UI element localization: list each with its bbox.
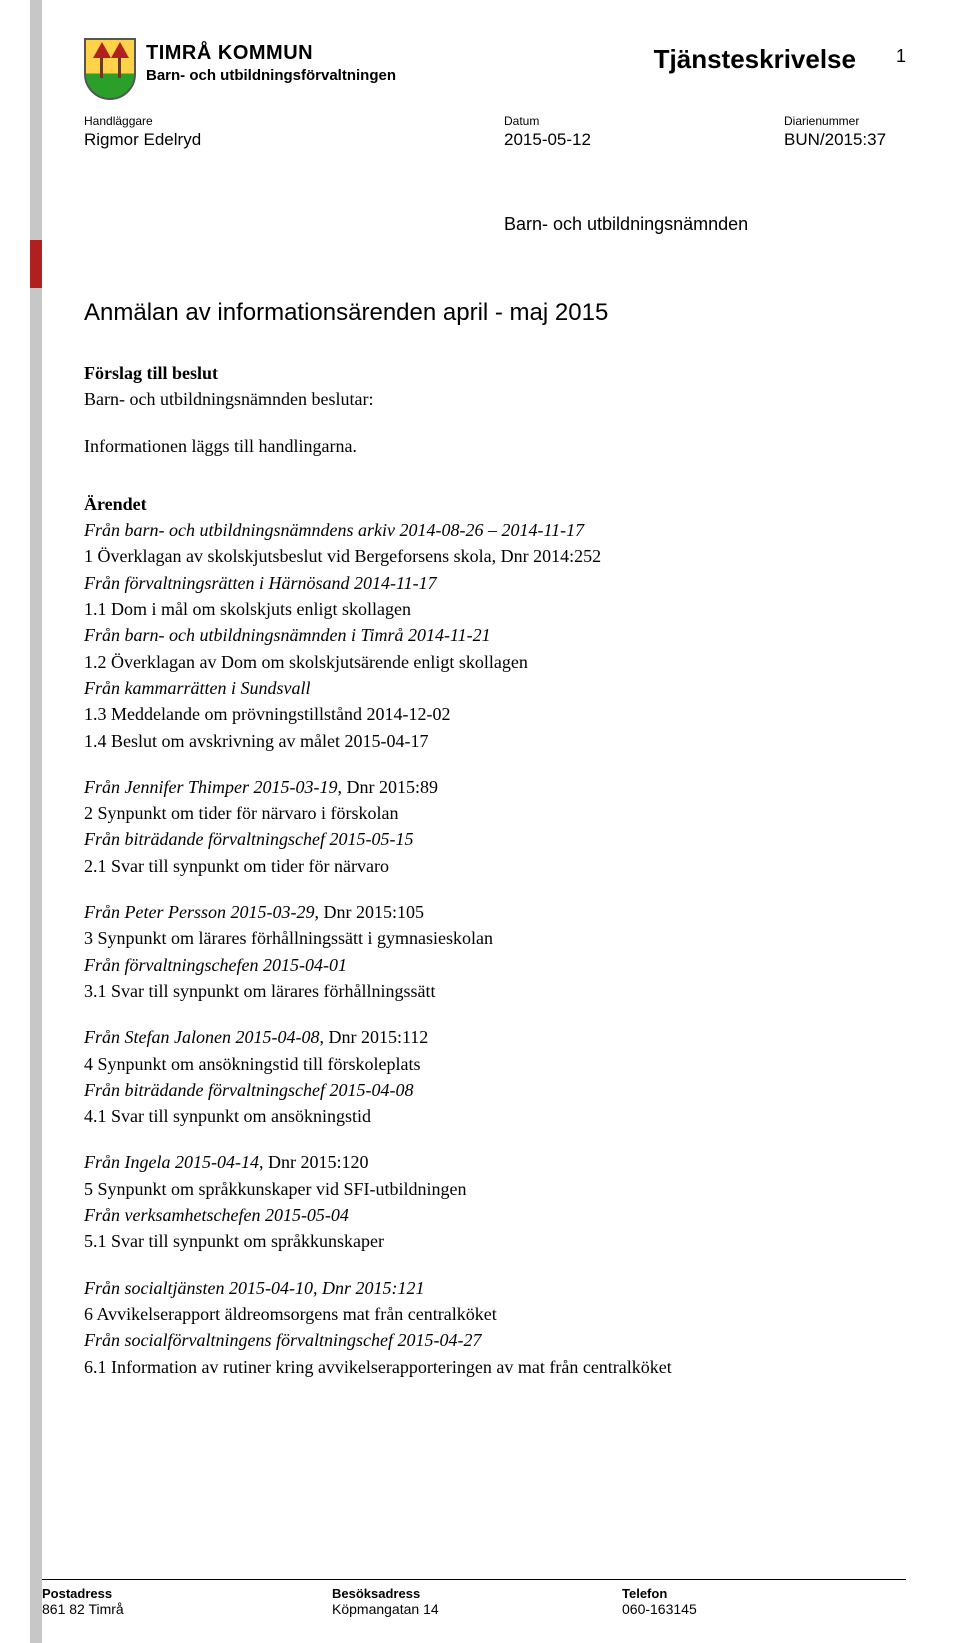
footer-phone-value: 060-163145 bbox=[622, 1601, 906, 1617]
matter-line: 6 Avvikelserapport äldreomsorgens mat fr… bbox=[84, 1302, 906, 1326]
footer-phone-label: Telefon bbox=[622, 1586, 906, 1601]
meta-diary-label: Diarienummer bbox=[784, 114, 906, 128]
org-logo-block: TIMRÅ KOMMUN Barn- och utbildningsförval… bbox=[84, 38, 396, 100]
matter-line: Från Ingela 2015-04-14, Dnr 2015:120 bbox=[84, 1150, 906, 1174]
matter-line: 3 Synpunkt om lärares förhållningssätt i… bbox=[84, 926, 906, 950]
proposal-line: Barn- och utbildningsnämnden beslutar: bbox=[84, 387, 906, 411]
matter-line: Från biträdande förvaltningschef 2015-04… bbox=[84, 1078, 906, 1102]
meta-row: Handläggare Rigmor Edelryd Datum 2015-05… bbox=[84, 114, 906, 150]
matter-group: Från Jennifer Thimper 2015-03-19, Dnr 20… bbox=[84, 775, 906, 878]
org-name: TIMRÅ KOMMUN bbox=[146, 42, 396, 65]
footer: Postadress 861 82 Timrå Besöksadress Köp… bbox=[42, 1579, 906, 1617]
matter-body: Från barn- och utbildningsnämndens arkiv… bbox=[84, 518, 906, 1379]
matter-line: 2 Synpunkt om tider för närvaro i försko… bbox=[84, 801, 906, 825]
matter-line: 1.4 Beslut om avskrivning av målet 2015-… bbox=[84, 729, 906, 753]
meta-date-value: 2015-05-12 bbox=[504, 130, 784, 150]
footer-phone: Telefon 060-163145 bbox=[622, 1586, 906, 1617]
sidebar-accent bbox=[30, 0, 42, 1643]
matter-line: 2.1 Svar till synpunkt om tider för närv… bbox=[84, 854, 906, 878]
footer-visit-value: Köpmangatan 14 bbox=[332, 1601, 622, 1617]
footer-visit: Besöksadress Köpmangatan 14 bbox=[332, 1586, 622, 1617]
matter-line: Från socialförvaltningens förvaltningsch… bbox=[84, 1328, 906, 1352]
meta-handler: Handläggare Rigmor Edelryd bbox=[84, 114, 504, 150]
footer-visit-label: Besöksadress bbox=[332, 1586, 622, 1601]
matter-group: Från Peter Persson 2015-03-29, Dnr 2015:… bbox=[84, 900, 906, 1003]
matter-line: 4.1 Svar till synpunkt om ansökningstid bbox=[84, 1104, 906, 1128]
page-content: TIMRÅ KOMMUN Barn- och utbildningsförval… bbox=[42, 0, 960, 1399]
matter-line: 1.1 Dom i mål om skolskjuts enligt skoll… bbox=[84, 597, 906, 621]
matter-line: 6.1 Information av rutiner kring avvikel… bbox=[84, 1355, 906, 1379]
matter-line: Från Peter Persson 2015-03-29, Dnr 2015:… bbox=[84, 900, 906, 924]
matter-group: Från Ingela 2015-04-14, Dnr 2015:120 5 Sy… bbox=[84, 1150, 906, 1253]
matter-group: Från barn- och utbildningsnämndens arkiv… bbox=[84, 518, 906, 753]
matter-line: Från kammarrätten i Sundsvall bbox=[84, 676, 906, 700]
matter-section: Ärendet Från barn- och utbildningsnämnde… bbox=[84, 492, 906, 1379]
matter-line: Från Stefan Jalonen 2015-04-08, Dnr 2015… bbox=[84, 1025, 906, 1049]
meta-handler-value: Rigmor Edelryd bbox=[84, 130, 504, 150]
footer-postal: Postadress 861 82 Timrå bbox=[42, 1586, 332, 1617]
matter-line: Från barn- och utbildningsnämndens arkiv… bbox=[84, 518, 906, 542]
header-row: TIMRÅ KOMMUN Barn- och utbildningsförval… bbox=[84, 38, 906, 100]
matter-line: 1 Överklagan av skolskjutsbeslut vid Ber… bbox=[84, 544, 906, 568]
matter-line: 5.1 Svar till synpunkt om språkkunskaper bbox=[84, 1229, 906, 1253]
page-title: Anmälan av informationsärenden april - m… bbox=[84, 299, 906, 327]
matter-line: Från Jennifer Thimper 2015-03-19, Dnr 20… bbox=[84, 775, 906, 799]
matter-group: Från Stefan Jalonen 2015-04-08, Dnr 2015… bbox=[84, 1025, 906, 1128]
matter-line: Från socialtjänsten 2015-04-10, Dnr 2015… bbox=[84, 1276, 906, 1300]
addressee: Barn- och utbildningsnämnden bbox=[504, 214, 906, 235]
meta-diary: Diarienummer BUN/2015:37 bbox=[784, 114, 906, 150]
meta-date-label: Datum bbox=[504, 114, 784, 128]
crest-icon bbox=[84, 38, 136, 100]
footer-postal-label: Postadress bbox=[42, 1586, 332, 1601]
matter-line: 1.3 Meddelande om prövningstillstånd 201… bbox=[84, 702, 906, 726]
matter-line: 4 Synpunkt om ansökningstid till förskol… bbox=[84, 1052, 906, 1076]
org-text: TIMRÅ KOMMUN Barn- och utbildningsförval… bbox=[146, 42, 396, 84]
matter-line: 1.2 Överklagan av Dom om skolskjutsärend… bbox=[84, 650, 906, 674]
matter-group: Från socialtjänsten 2015-04-10, Dnr 2015… bbox=[84, 1276, 906, 1379]
matter-line: 5 Synpunkt om språkkunskaper vid SFI-utb… bbox=[84, 1177, 906, 1201]
matter-line: Från förvaltningsrätten i Härnösand 2014… bbox=[84, 571, 906, 595]
matter-line: Från verksamhetschefen 2015-05-04 bbox=[84, 1203, 906, 1227]
page-number: 1 bbox=[896, 44, 906, 67]
org-dept: Barn- och utbildningsförvaltningen bbox=[146, 67, 396, 84]
meta-handler-label: Handläggare bbox=[84, 114, 504, 128]
matter-head: Ärendet bbox=[84, 492, 906, 516]
meta-diary-value: BUN/2015:37 bbox=[784, 130, 906, 150]
proposal-head: Förslag till beslut bbox=[84, 361, 906, 385]
meta-date: Datum 2015-05-12 bbox=[504, 114, 784, 150]
proposal-section: Förslag till beslut Barn- och utbildning… bbox=[84, 361, 906, 458]
matter-line: Från förvaltningschefen 2015-04-01 bbox=[84, 953, 906, 977]
footer-postal-value: 861 82 Timrå bbox=[42, 1601, 332, 1617]
proposal-line: Informationen läggs till handlingarna. bbox=[84, 434, 906, 458]
doc-type: Tjänsteskrivelse bbox=[654, 44, 856, 75]
matter-line: Från barn- och utbildningsnämnden i Timr… bbox=[84, 623, 906, 647]
matter-line: Från biträdande förvaltningschef 2015-05… bbox=[84, 827, 906, 851]
matter-line: 3.1 Svar till synpunkt om lärares förhål… bbox=[84, 979, 906, 1003]
doc-type-block: Tjänsteskrivelse 1 bbox=[654, 38, 906, 75]
